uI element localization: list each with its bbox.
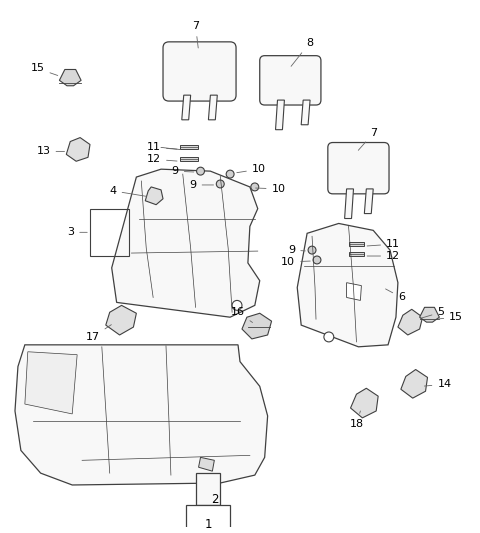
Text: 7: 7 — [358, 127, 377, 150]
Circle shape — [324, 332, 334, 342]
Polygon shape — [199, 457, 215, 471]
FancyBboxPatch shape — [163, 42, 236, 101]
Text: 13: 13 — [36, 147, 64, 156]
Polygon shape — [182, 95, 191, 120]
Text: 10: 10 — [237, 164, 266, 174]
Text: 1: 1 — [204, 518, 212, 531]
Text: 15: 15 — [31, 63, 58, 76]
Circle shape — [216, 180, 224, 188]
Text: 17: 17 — [86, 325, 111, 342]
Polygon shape — [345, 189, 353, 219]
Polygon shape — [276, 100, 285, 130]
Text: 4: 4 — [109, 186, 146, 196]
Text: 2: 2 — [212, 493, 219, 506]
Text: 11: 11 — [147, 142, 177, 152]
Text: 12: 12 — [147, 154, 177, 164]
Polygon shape — [242, 313, 272, 339]
Polygon shape — [195, 473, 220, 505]
Circle shape — [232, 301, 242, 310]
Text: 6: 6 — [385, 289, 405, 302]
Polygon shape — [180, 157, 198, 161]
Text: 16: 16 — [231, 307, 252, 322]
Polygon shape — [301, 100, 310, 125]
Text: 9: 9 — [288, 245, 305, 255]
Circle shape — [313, 256, 321, 264]
Text: 7: 7 — [192, 21, 199, 48]
Text: 14: 14 — [424, 379, 452, 389]
Circle shape — [226, 170, 234, 178]
Circle shape — [251, 183, 259, 191]
Polygon shape — [364, 189, 373, 214]
Polygon shape — [25, 352, 77, 414]
Polygon shape — [112, 169, 260, 317]
Text: 12: 12 — [367, 251, 400, 261]
Polygon shape — [348, 242, 364, 246]
Text: 9: 9 — [172, 166, 194, 176]
Circle shape — [197, 167, 204, 175]
Text: 5: 5 — [420, 307, 444, 318]
Circle shape — [308, 246, 316, 254]
Polygon shape — [60, 69, 81, 86]
Polygon shape — [297, 223, 398, 347]
Polygon shape — [401, 369, 428, 398]
Text: 11: 11 — [367, 239, 400, 249]
Polygon shape — [66, 138, 90, 161]
Text: 8: 8 — [291, 38, 313, 66]
Polygon shape — [186, 505, 230, 529]
Polygon shape — [398, 309, 422, 335]
Text: 10: 10 — [256, 184, 286, 194]
FancyBboxPatch shape — [260, 55, 321, 105]
Text: 15: 15 — [438, 312, 463, 322]
Polygon shape — [350, 388, 378, 418]
Text: 9: 9 — [190, 180, 214, 190]
Polygon shape — [145, 187, 163, 205]
Polygon shape — [348, 252, 364, 256]
Polygon shape — [15, 345, 268, 485]
Text: 10: 10 — [281, 257, 310, 267]
Polygon shape — [106, 305, 136, 335]
Polygon shape — [180, 146, 198, 149]
FancyBboxPatch shape — [328, 142, 389, 194]
Polygon shape — [420, 308, 439, 322]
Text: 3: 3 — [67, 228, 87, 237]
Polygon shape — [208, 95, 217, 120]
Polygon shape — [347, 282, 361, 301]
Text: 18: 18 — [349, 411, 363, 429]
